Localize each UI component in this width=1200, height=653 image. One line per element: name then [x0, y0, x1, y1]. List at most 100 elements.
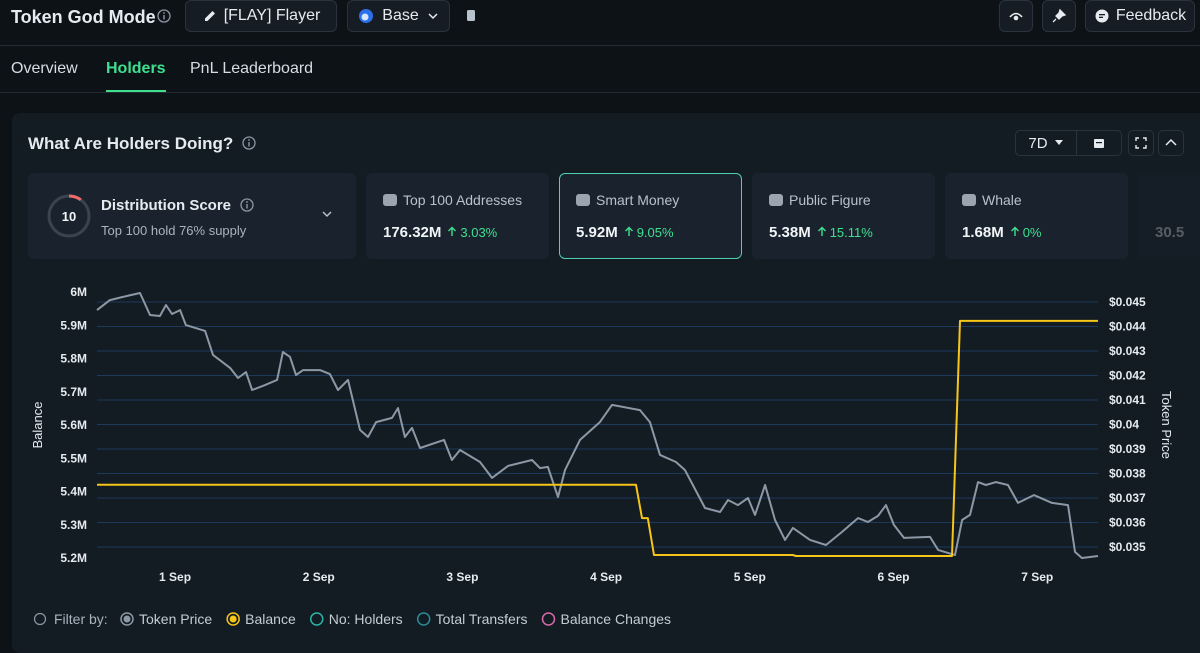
card-label: Whale [982, 192, 1022, 208]
legend-label[interactable]: Balance Changes [561, 611, 672, 627]
caret [1054, 140, 1063, 145]
card-value: 5.38M 15.11% [769, 224, 873, 241]
edit-icon [204, 11, 215, 21]
x-tick-label: 6 Sep [878, 570, 910, 584]
y2-tick-label: $0.036 [1109, 515, 1146, 529]
y-tick-label: 5.2M [60, 551, 87, 565]
top-bar: Token God Mode [FLAY] Flayer Base Feedba… [0, 0, 1200, 46]
fullscreen-button[interactable] [1128, 130, 1154, 156]
card-change: 9.05% [624, 225, 674, 240]
filter-icon [33, 612, 47, 626]
up-arrow [624, 226, 633, 236]
legend-marker [416, 612, 431, 626]
copy-icon[interactable] [465, 9, 477, 23]
legend-label[interactable]: Token Price [139, 611, 212, 627]
chain-select[interactable]: Base [347, 0, 450, 32]
x-tick-label: 5 Sep [734, 570, 766, 584]
card-label: Top 100 Addresses [403, 192, 523, 208]
y2-axis-label: Token Price [1159, 391, 1174, 459]
stat-card[interactable]: Top 100 Addresses 176.32M 3.03% [366, 173, 549, 259]
up-arrow [448, 226, 457, 236]
card-number: 176.32M [383, 224, 442, 241]
y2-tick-label: $0.042 [1109, 369, 1146, 383]
y2-tick-label: $0.038 [1109, 466, 1146, 480]
card-change: 3.03% [447, 225, 497, 240]
legend-label[interactable]: Balance [245, 611, 296, 627]
tab[interactable]: Holders [106, 60, 166, 77]
y2-tick-label: $0.043 [1109, 344, 1146, 358]
range-dropdown[interactable]: 7D [1016, 131, 1077, 155]
legend-label[interactable]: No: Holders [329, 611, 403, 627]
token-name: [FLAY] Flayer [223, 7, 321, 24]
card-number: 5.38M [769, 224, 811, 241]
expand-icon [1135, 137, 1147, 149]
score-arc [47, 194, 91, 238]
chain-name: Base [382, 7, 419, 24]
card-number: 30.5 [1155, 224, 1185, 241]
change-value: 15.11% [829, 225, 873, 240]
watch-button[interactable] [999, 0, 1033, 32]
collapse-button[interactable] [1158, 130, 1184, 156]
score-card[interactable]: 10 Distribution Score Top 100 hold 76% s… [28, 173, 356, 259]
active-tab-underline [106, 90, 166, 92]
stat-card[interactable]: Smart Money 5.92M 9.05% [559, 173, 742, 259]
y-tick-label: 6M [70, 285, 87, 299]
calendar-button[interactable] [1077, 131, 1121, 155]
info-icon[interactable] [242, 136, 256, 150]
y-tick-label: 5.4M [60, 485, 87, 499]
y-tick-label: 5.6M [60, 418, 87, 432]
legend-marker [120, 612, 134, 626]
y-axis-label: Balance [30, 402, 45, 449]
y2-tick-label: $0.044 [1109, 320, 1146, 334]
app-title: Token God Mode [11, 7, 156, 27]
stat-card[interactable]: Whale 1.68M 0% [945, 173, 1128, 259]
score-ring: 10 [47, 194, 91, 238]
tab[interactable]: PnL Leaderboard [190, 60, 314, 77]
feedback-label: Feedback [1115, 7, 1187, 24]
panel-title: What Are Holders Doing? [28, 134, 234, 153]
change-value: 9.05% [636, 225, 674, 240]
card-icon [383, 194, 397, 206]
x-tick-label: 3 Sep [446, 570, 478, 584]
eye-icon [1009, 12, 1023, 21]
expand-chevron [322, 211, 332, 218]
tabs-divider [0, 92, 1200, 93]
y2-tick-label: $0.037 [1109, 491, 1146, 505]
legend-marker [541, 612, 556, 626]
score-value: 10 [62, 209, 76, 224]
pin-icon [1052, 8, 1067, 23]
chain-icon [359, 9, 374, 23]
info-icon[interactable] [240, 198, 254, 212]
y2-tick-label: $0.041 [1109, 393, 1146, 407]
filter-label: Filter by: [54, 611, 108, 627]
legend-marker [310, 612, 324, 626]
card-icon [576, 194, 590, 206]
card-value: 30.5 [1155, 224, 1184, 241]
pin-button[interactable] [1042, 0, 1076, 32]
info-icon[interactable] [157, 9, 171, 23]
chevron [428, 13, 438, 20]
legend-marker [226, 612, 240, 626]
change-value: 0% [1022, 225, 1042, 240]
feedback-button[interactable]: Feedback [1085, 0, 1195, 32]
card-number: 5.92M [576, 224, 618, 241]
up-arrow [1010, 226, 1019, 236]
tab[interactable]: Overview [11, 60, 78, 77]
y-tick-label: 5.7M [60, 385, 87, 399]
legend-marker-dot [123, 615, 131, 623]
legend-label[interactable]: Total Transfers [436, 611, 528, 627]
legend-marker-dot [229, 615, 237, 623]
score-subtitle: Top 100 hold 76% supply [101, 223, 247, 238]
x-tick-label: 1 Sep [159, 570, 191, 584]
y2-tick-label: $0.039 [1109, 442, 1146, 456]
card-change: 15.11% [817, 225, 873, 240]
up-arrow [817, 226, 826, 236]
card-value: 176.32M 3.03% [383, 224, 497, 241]
x-tick-label: 7 Sep [1021, 570, 1053, 584]
chat-icon [1095, 9, 1109, 23]
stat-card[interactable]: 30.5 [1138, 173, 1200, 259]
range-select[interactable]: 7D [1015, 130, 1122, 156]
stat-card[interactable]: Public Figure 5.38M 15.11% [752, 173, 935, 259]
x-tick-label: 2 Sep [303, 570, 335, 584]
token-button[interactable]: [FLAY] Flayer [185, 0, 337, 32]
